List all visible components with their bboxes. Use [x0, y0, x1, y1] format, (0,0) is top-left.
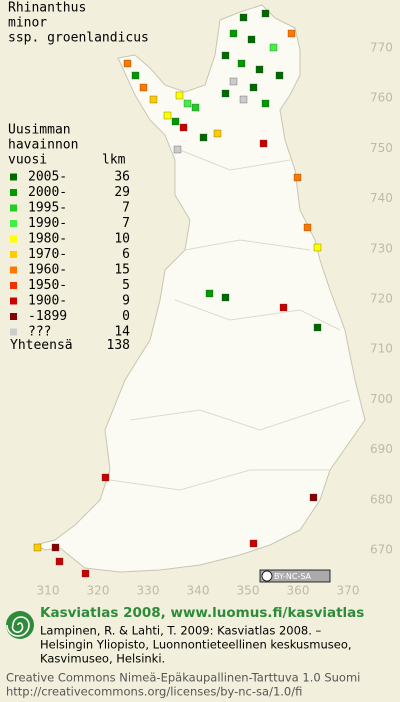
legend-header: lkm	[102, 153, 126, 168]
y-tick-label: 770	[370, 41, 393, 55]
legend-swatch	[10, 220, 17, 227]
legend-header: Uusimman	[8, 123, 71, 138]
license-badge: BY-NC-SA	[259, 569, 331, 583]
title-line: Rhinanthus	[8, 1, 86, 16]
y-tick-label: 760	[370, 91, 393, 105]
legend-swatch	[10, 297, 17, 305]
x-tick-label: 310	[37, 584, 60, 598]
legend-swatch	[10, 173, 17, 181]
x-tick-label: 330	[137, 584, 160, 598]
legend-count: 7	[122, 201, 130, 216]
legend-count: 29	[114, 185, 130, 200]
legend-label: 1995-	[28, 201, 67, 216]
legend-swatch	[10, 204, 17, 212]
license-text: http://creativecommons.org/licenses/by-n…	[6, 685, 302, 699]
legend-total-count: 138	[107, 338, 130, 353]
y-tick-label: 750	[370, 141, 393, 155]
legend-count: 7	[122, 216, 130, 231]
legend-swatch	[10, 313, 17, 320]
legend-count: 9	[122, 294, 130, 309]
legend-swatch	[10, 282, 17, 289]
y-tick-label: 700	[370, 392, 393, 406]
legend-count: 14	[114, 325, 130, 340]
title-line: ssp. groenlandicus	[8, 31, 149, 46]
finland-outline	[33, 4, 366, 573]
legend-swatch	[10, 328, 17, 336]
legend-label: 1900-	[28, 294, 67, 309]
legend-label: -1899	[28, 309, 67, 324]
legend-count: 5	[122, 278, 130, 293]
x-tick-label: 370	[337, 584, 360, 598]
legend-label: 1950-	[28, 278, 67, 293]
legend-swatch	[10, 235, 17, 243]
observation-squares	[33, 9, 322, 578]
x-tick-label: 320	[87, 584, 110, 598]
legend-header: vuosi	[8, 153, 47, 168]
legend-count: 6	[122, 247, 130, 262]
legend-swatch	[10, 189, 17, 196]
legend-header: havainnon	[8, 138, 78, 153]
x-tick-label: 340	[187, 584, 210, 598]
legend-label: ???	[28, 325, 51, 340]
legend-count: 36	[114, 170, 130, 185]
logo	[6, 611, 34, 639]
y-tick-label: 690	[370, 442, 393, 456]
legend-total-label: Yhteensä	[10, 338, 73, 353]
license-text: Creative Commons Nimeä-Epäkaupallinen-Ta…	[6, 671, 360, 685]
legend-count: 10	[114, 232, 130, 247]
legend-label: 1980-	[28, 232, 67, 247]
legend-label: 2005-	[28, 170, 67, 185]
citation: Lampinen, R. & Lahti, T. 2009: Kasviatla…	[40, 624, 322, 638]
legend-label: 2000-	[28, 185, 67, 200]
license-badge-text: BY-NC-SA	[274, 572, 312, 581]
citation: Kasvimuseo, Helsinki.	[40, 652, 165, 666]
y-tick-label: 710	[370, 342, 393, 356]
y-tick-label: 730	[370, 241, 393, 255]
region-borders	[109, 149, 351, 491]
y-tick-label: 740	[370, 191, 393, 205]
title-line: minor	[8, 16, 47, 31]
legend-label: 1960-	[28, 263, 67, 278]
x-tick-label: 350	[237, 584, 260, 598]
x-tick-label: 360	[287, 584, 310, 598]
legend-swatch	[10, 266, 17, 274]
legend-label: 1990-	[28, 216, 67, 231]
legend-label: 1970-	[28, 247, 67, 262]
legend-swatch	[10, 251, 17, 258]
y-tick-label: 680	[370, 492, 393, 506]
y-tick-label: 670	[370, 543, 393, 557]
citation: Helsingin Yliopisto, Luonnontieteellinen…	[40, 638, 352, 652]
legend-count: 15	[114, 263, 130, 278]
legend-count: 0	[122, 309, 130, 324]
y-tick-label: 720	[370, 292, 393, 306]
site-title: Kasviatlas 2008, www.luomus.fi/kasviatla…	[40, 605, 364, 621]
